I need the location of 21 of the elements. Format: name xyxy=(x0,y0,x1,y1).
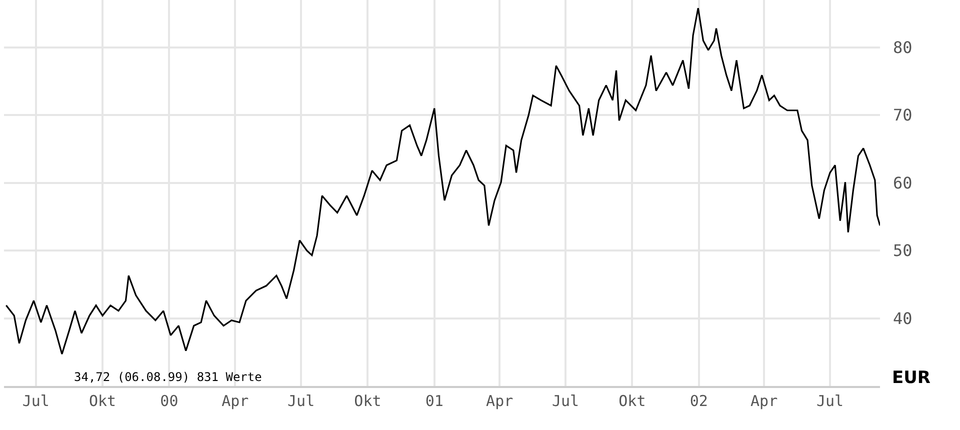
x-tick-label: Okt xyxy=(88,392,116,410)
x-tick-label: Jul xyxy=(816,392,844,410)
annotation: 34,72 (06.08.99) 831 Werte xyxy=(74,370,262,384)
x-tick-label: 00 xyxy=(160,392,178,410)
x-tick-label: Okt xyxy=(354,392,382,410)
y-tick-label: 50 xyxy=(893,241,912,260)
line-series xyxy=(5,7,880,355)
x-tick-label: 02 xyxy=(690,392,708,410)
x-tick-label: Jul xyxy=(552,392,580,410)
x-tick-label: 01 xyxy=(425,392,444,410)
x-tick-label: Okt xyxy=(618,392,646,410)
y-tick-label: 60 xyxy=(893,173,912,192)
x-tick-label: Jul xyxy=(22,392,50,410)
y-axis-title: EUR xyxy=(892,368,931,388)
x-tick-label: Apr xyxy=(222,392,249,410)
y-tick-label: 80 xyxy=(893,38,912,57)
y-tick-label: 70 xyxy=(893,106,912,125)
x-tick-label: Apr xyxy=(486,392,514,410)
x-tick-label: Apr xyxy=(750,392,778,410)
y-tick-label: 40 xyxy=(893,308,912,328)
x-tick-label: Jul xyxy=(288,392,315,410)
